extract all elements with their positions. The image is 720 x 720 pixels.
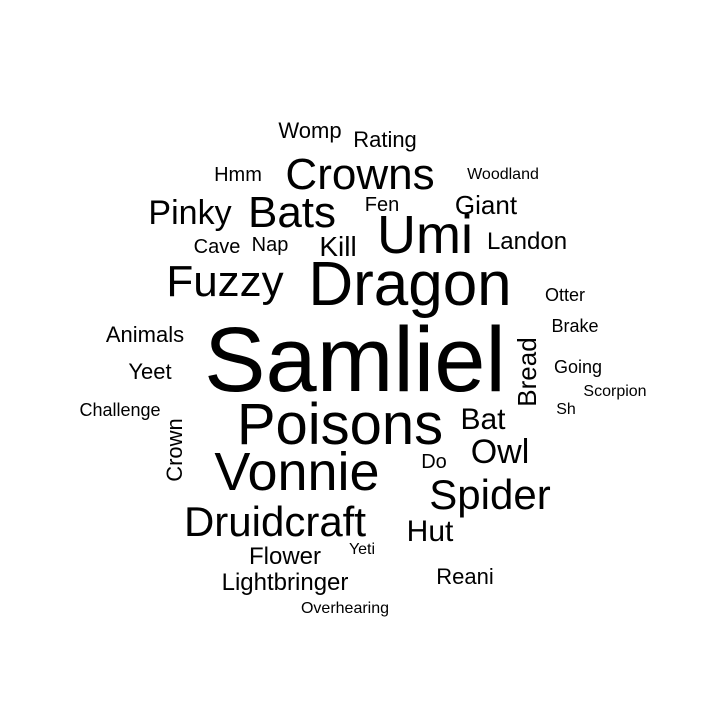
word-womp: Womp (278, 118, 342, 143)
word-hmm: Hmm (214, 164, 262, 186)
word-landon: Landon (486, 228, 568, 255)
word-woodland: Woodland (467, 166, 539, 183)
word-crowns: Crowns (285, 150, 435, 199)
word-going: Going (553, 357, 603, 377)
word-nap: Nap (251, 234, 289, 256)
word-umi: Umi (377, 205, 473, 265)
word-fen: Fen (364, 194, 400, 216)
word-scorpion: Scorpion (583, 383, 647, 400)
word-animals: Animals (105, 322, 185, 347)
word-bat: Bat (460, 403, 506, 436)
word-sh: Sh (556, 401, 576, 418)
word-brake: Brake (551, 316, 599, 336)
word-yeti: Yeti (348, 541, 376, 558)
word-rating: Rating (353, 127, 417, 152)
word-giant: Giant (454, 190, 518, 220)
word-yeet: Yeet (128, 359, 172, 384)
word-dragon: Dragon (308, 250, 512, 319)
word-bread: Bread (512, 337, 542, 407)
word-druidcraft: Druidcraft (183, 498, 367, 545)
word-bats: Bats (247, 188, 337, 237)
word-spider: Spider (429, 471, 551, 518)
word-hut: Hut (406, 515, 454, 548)
word-pinky: Pinky (148, 194, 232, 232)
word-owl: Owl (470, 433, 530, 471)
word-reani: Reani (436, 564, 494, 589)
word-poisons: Poisons (236, 392, 444, 457)
word-challenge: Challenge (79, 400, 161, 420)
word-vonnie: Vonnie (214, 442, 380, 502)
word-flower: Flower (248, 543, 322, 570)
word-fuzzy: Fuzzy (166, 257, 284, 306)
word-overhearing: Overhearing (300, 600, 390, 617)
word-cave: Cave (193, 236, 241, 258)
word-kill: Kill (319, 231, 357, 262)
word-samliel: Samliel (204, 309, 506, 411)
word-do: Do (421, 451, 447, 473)
word-lightbringer: Lightbringer (221, 569, 349, 596)
word-otter: Otter (544, 285, 586, 305)
word-crown: Crown (162, 418, 187, 482)
